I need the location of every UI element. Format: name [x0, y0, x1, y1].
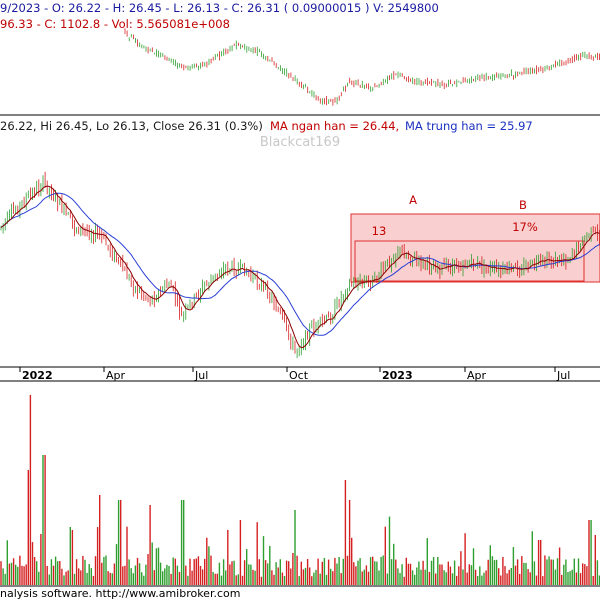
consolidation-inner-box — [354, 240, 585, 282]
top-line1-text: 9/2023 - O: 26.22 - H: 26.45 - L: 26.13 … — [0, 1, 439, 15]
time-axis-label: Oct — [289, 369, 309, 382]
time-axis-label: Jul — [194, 369, 208, 382]
time-axis-label: Jul — [556, 369, 570, 382]
time-axis-label: Apr — [106, 369, 126, 382]
annotation-a: A — [409, 193, 417, 207]
price-header: 26.22, Hi 26.45, Lo 26.13, Close 26.31 (… — [0, 119, 533, 133]
price-header-ma-mid: MA trung han = 25.97 — [405, 119, 533, 133]
footer-text: nalysis software. http://www.amibroker.c… — [0, 587, 240, 600]
annotation-17pct: 17% — [512, 220, 538, 234]
time-axis-label: 2022 — [22, 369, 53, 382]
price-candles — [0, 171, 600, 359]
top-index-candles — [124, 28, 600, 106]
top-index-panel: 9/2023 - O: 26.22 - H: 26.45 - L: 26.13 … — [0, 1, 600, 106]
volume-bars — [0, 395, 600, 585]
annotation-b: B — [519, 198, 527, 212]
consolidation-box — [350, 213, 600, 283]
top-line2-text: 96.33 - C: 1102.8 - Vol: 5.565081e+008 — [0, 17, 230, 31]
time-axis-label: 2023 — [382, 369, 413, 382]
price-header-ma-short: MA ngan han = 26.44, — [270, 119, 399, 133]
ma-mid-line — [0, 192, 600, 336]
ma-short-line — [0, 185, 600, 349]
time-axis-label: Apr — [467, 369, 487, 382]
time-axis: 2022 Apr Jul Oct 2023 Apr Jul — [19, 367, 570, 382]
annotation-13: 13 — [372, 224, 387, 238]
price-header-ohlc: 26.22, Hi 26.45, Lo 26.13, Close 26.31 (… — [0, 119, 263, 133]
watermark-text: Blackcat169 — [260, 135, 340, 150]
